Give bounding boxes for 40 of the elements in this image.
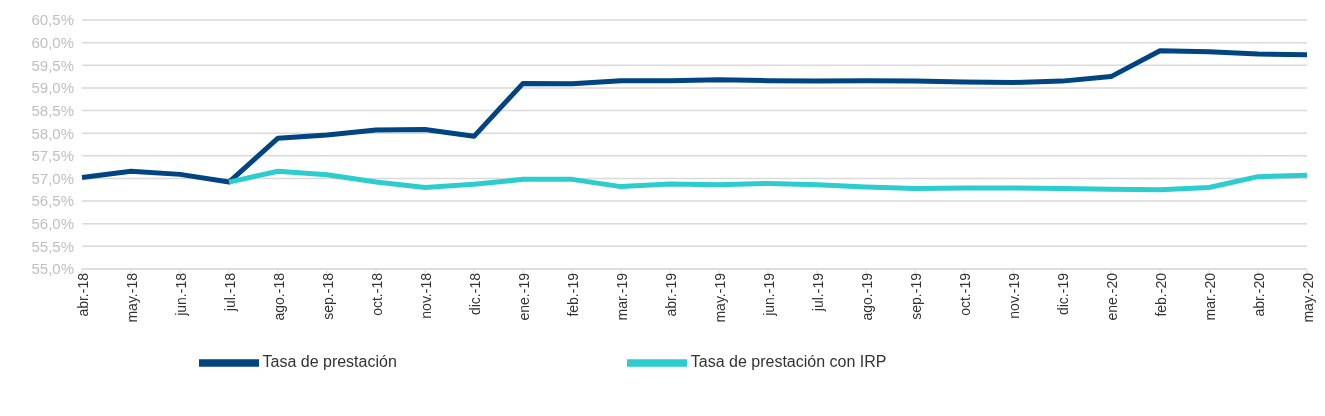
x-tick-label: may.-18 [123,272,140,323]
x-tick-label: oct.-18 [368,272,385,316]
x-tick-label: feb.-20 [1152,272,1169,317]
x-tick-label: oct.-19 [956,272,973,316]
x-tick-label: ene.-20 [1103,272,1120,321]
y-tick-label: 55,5% [31,237,74,255]
y-tick-label: 57,0% [31,169,74,187]
x-tick-label: dic.-19 [1054,272,1071,316]
x-tick-label: sep.-19 [907,272,924,320]
x-tick-label: jun.-18 [172,272,189,317]
x-tick-label: jun.-19 [760,272,777,317]
x-tick-label: abr.-19 [662,272,679,317]
x-tick-label: may.-20 [1299,272,1316,323]
y-tick-label: 56,5% [31,192,74,210]
legend-label: Tasa de prestación [262,353,397,371]
x-tick-label: nov.-19 [1005,272,1022,319]
x-tick-label: ene.-19 [515,272,532,321]
x-tick-label: abr.-20 [1250,272,1267,317]
x-tick-label: sep.-18 [319,272,336,320]
x-tick-label: ago.-19 [858,272,875,321]
y-tick-label: 56,0% [31,215,74,233]
x-tick-label: abr.-18 [74,272,91,317]
y-tick-label: 60,0% [31,33,74,51]
x-tick-label: mar.-20 [1201,272,1218,321]
y-tick-label: 58,0% [31,124,74,142]
x-tick-label: feb.-19 [564,272,581,317]
x-tick-label: dic.-18 [466,272,483,316]
y-tick-label: 59,5% [31,56,74,74]
legend-label: Tasa de prestación con IRP [690,353,887,371]
x-tick-label: jul.-18 [221,272,238,313]
x-tick-label: jul.-19 [809,272,826,313]
x-tick-label: nov.-18 [417,272,434,319]
y-tick-label: 55,0% [31,260,74,278]
x-tick-label: may.-19 [711,272,728,323]
y-tick-label: 60,5% [31,11,74,29]
y-tick-label: 57,5% [31,147,74,165]
x-tick-label: mar.-19 [613,272,630,321]
x-tick-label: ago.-18 [270,272,287,321]
y-tick-label: 58,5% [31,101,74,119]
y-tick-label: 59,0% [31,79,74,97]
